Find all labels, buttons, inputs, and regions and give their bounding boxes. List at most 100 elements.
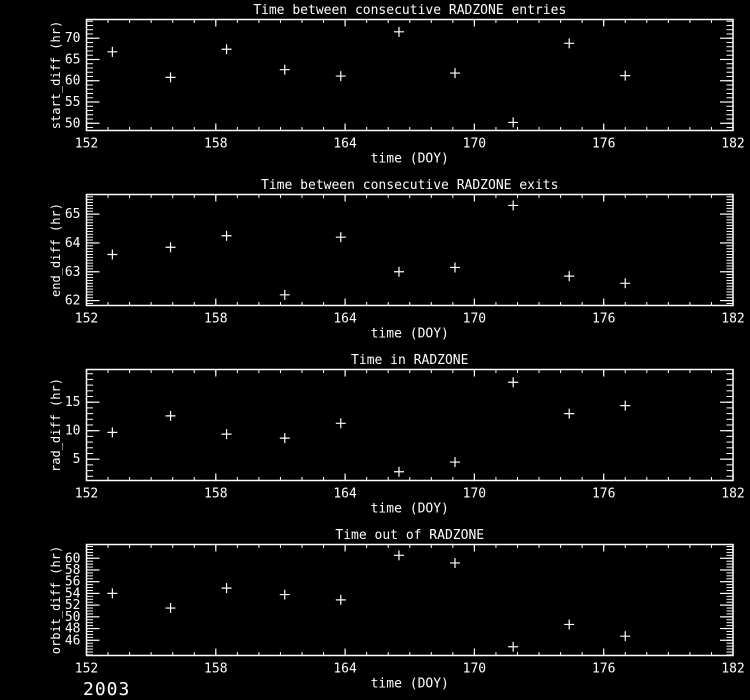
x-tick-label: 176 [592, 312, 615, 327]
data-point-marker [107, 46, 118, 57]
y-tick-label: 60 [65, 74, 81, 89]
y-tick-label: 65 [65, 52, 81, 67]
plot-box [85, 543, 734, 657]
panel-radzone-entries: 152 158 164 170 176 182 50 55 60 65 70 Time between… [0, 0, 750, 175]
data-point-marker [107, 427, 118, 438]
chart-end-diff: 152 158 164 170 176 182 62 63 64 65 Time between c… [49, 178, 745, 342]
data-point-marker [335, 594, 346, 605]
y-tick-label: 56 [65, 575, 81, 590]
x-tick-label: 176 [592, 487, 615, 502]
data-point-marker [393, 266, 404, 277]
panel-time-in-radzone: 152 158 164 170 176 182 5 10 15 Time in RADZONE ti… [0, 350, 750, 525]
data-point-marker [564, 408, 575, 419]
y-tick-label: 64 [65, 236, 81, 251]
data-point-marker [335, 232, 346, 243]
data-point-marker [564, 38, 575, 49]
y-axis-label: end_diff (hr) [49, 203, 63, 297]
x-tick-label: 170 [463, 312, 486, 327]
data-point-marker [165, 603, 176, 614]
data-point-marker [221, 583, 232, 594]
y-tick-label: 62 [65, 294, 81, 309]
y-tick-label: 52 [65, 598, 81, 613]
y-tick-label: 60 [65, 551, 81, 566]
plot-box [85, 18, 734, 132]
data-point-marker [165, 72, 176, 83]
data-point-marker [279, 589, 290, 600]
data-point-marker [221, 230, 232, 241]
data-point-marker [620, 70, 631, 81]
chart-title: Time between consecutive RADZONE exits [261, 178, 558, 193]
x-tick-label: 152 [75, 662, 98, 677]
data-point-marker [564, 271, 575, 282]
data-point-marker [508, 641, 519, 652]
data-point-marker [335, 418, 346, 429]
x-tick-label: 182 [721, 137, 744, 152]
y-tick-label: 70 [65, 31, 81, 46]
data-point-marker [620, 278, 631, 289]
x-tick-label: 164 [333, 662, 357, 677]
data-point-marker [107, 588, 118, 599]
data-point-marker [221, 44, 232, 55]
x-axis-label: time (DOY) [371, 677, 449, 692]
year-label: 2003 [83, 679, 131, 700]
data-point-marker [620, 400, 631, 411]
x-tick-label: 158 [204, 312, 227, 327]
data-point-marker [393, 466, 404, 477]
data-point-marker [450, 557, 461, 568]
chart-title: Time in RADZONE [351, 353, 468, 368]
y-tick-label: 58 [65, 563, 81, 578]
x-tick-label: 176 [592, 137, 615, 152]
y-tick-label: 63 [65, 265, 81, 280]
x-axis-label: time (DOY) [371, 327, 449, 342]
y-axis-label: rad_diff (hr) [49, 378, 63, 472]
data-point-marker [335, 71, 346, 82]
x-tick-label: 182 [721, 312, 744, 327]
data-point-marker [508, 117, 519, 128]
data-point-marker [279, 289, 290, 300]
x-tick-label: 152 [75, 137, 98, 152]
y-tick-label: 46 [65, 633, 81, 648]
x-tick-label: 170 [463, 487, 486, 502]
plot-box [85, 193, 734, 307]
x-tick-label: 182 [721, 662, 744, 677]
panel-radzone-exits: 152 158 164 170 176 182 62 63 64 65 Time between c… [0, 175, 750, 350]
data-point-marker [279, 64, 290, 75]
data-point-marker [508, 377, 519, 388]
data-point-marker [393, 26, 404, 37]
y-tick-label: 65 [65, 207, 81, 222]
plot-box [85, 368, 734, 482]
data-point-marker [450, 68, 461, 79]
y-tick-label: 54 [65, 586, 81, 601]
x-tick-label: 164 [333, 487, 357, 502]
y-tick-label: 10 [65, 424, 81, 439]
x-tick-label: 164 [333, 312, 357, 327]
data-point-marker [450, 262, 461, 273]
y-tick-label: 48 [65, 622, 81, 637]
x-axis-label: time (DOY) [371, 152, 449, 167]
x-tick-label: 152 [75, 487, 98, 502]
data-point-marker [165, 242, 176, 253]
chart-start-diff: 152 158 164 170 176 182 50 55 60 65 70 Time between… [49, 3, 745, 167]
panel-time-out-of-radzone: 152 158 164 170 176 182 46 48 50 52 54 56 58 60 Time o… [0, 525, 750, 700]
x-tick-label: 158 [204, 662, 227, 677]
y-tick-label: 50 [65, 116, 81, 131]
data-point-marker [279, 433, 290, 444]
x-tick-label: 170 [463, 137, 486, 152]
data-point-marker [508, 200, 519, 211]
x-tick-label: 152 [75, 312, 98, 327]
x-tick-label: 182 [721, 487, 744, 502]
x-tick-label: 158 [204, 487, 227, 502]
x-tick-label: 170 [463, 662, 486, 677]
x-tick-label: 176 [592, 662, 615, 677]
y-tick-label: 55 [65, 95, 81, 110]
data-point-marker [107, 249, 118, 260]
chart-title: Time between consecutive RADZONE entries [253, 3, 566, 18]
data-point-marker [450, 457, 461, 468]
x-axis-label: time (DOY) [371, 502, 449, 517]
y-tick-label: 5 [73, 452, 81, 467]
y-tick-label: 15 [65, 395, 81, 410]
chart-title: Time out of RADZONE [335, 528, 484, 543]
chart-rad-diff: 152 158 164 170 176 182 5 10 15 Time in RADZONE ti… [49, 353, 745, 517]
